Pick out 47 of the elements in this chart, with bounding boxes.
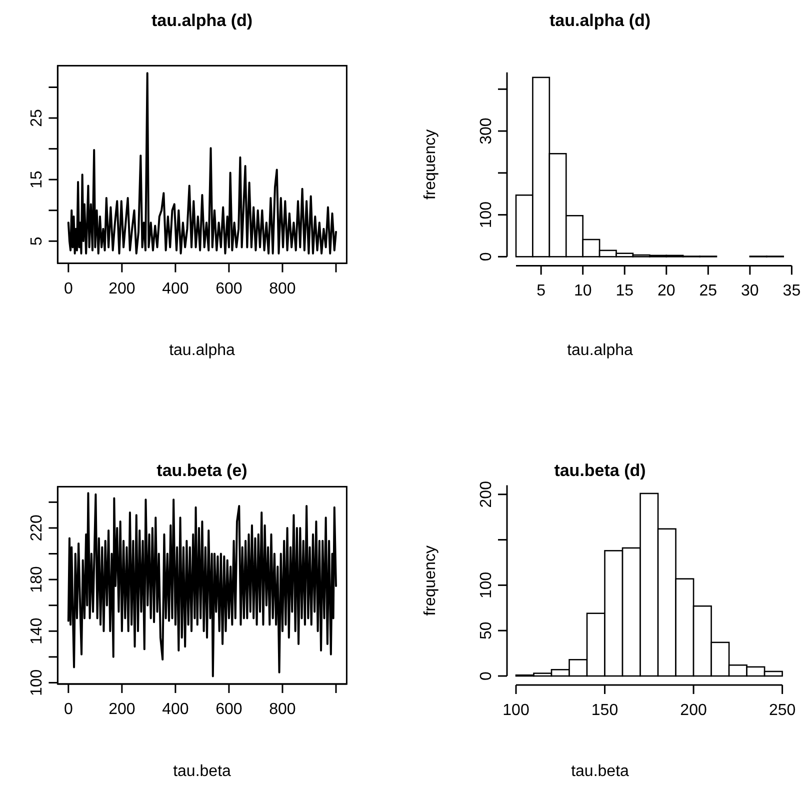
x-tick-label: 200 bbox=[108, 280, 136, 298]
x-tick-label: 20 bbox=[657, 282, 676, 300]
chart-title: tau.alpha (d) bbox=[151, 11, 253, 30]
x-tick-label: 10 bbox=[574, 282, 592, 300]
x-tick-label: 600 bbox=[216, 701, 242, 718]
chart-title: tau.beta (d) bbox=[554, 461, 646, 480]
y-tick-label: 5 bbox=[28, 236, 46, 246]
x-axis-title: tau.beta bbox=[571, 763, 630, 780]
x-tick-label: 400 bbox=[162, 701, 189, 718]
x-axis-title: tau.alpha bbox=[567, 342, 634, 359]
y-tick-label: 140 bbox=[28, 618, 46, 644]
x-tick-label: 0 bbox=[64, 280, 73, 298]
y-tick-label: 180 bbox=[28, 566, 46, 593]
x-tick-label: 5 bbox=[536, 282, 546, 300]
x-tick-label: 0 bbox=[64, 701, 73, 718]
x-tick-label: 800 bbox=[269, 701, 296, 718]
x-tick-label: 800 bbox=[269, 280, 296, 298]
y-tick-label: 25 bbox=[28, 109, 46, 127]
x-tick-label: 400 bbox=[162, 280, 189, 298]
x-tick-label: 150 bbox=[591, 702, 618, 719]
x-tick-label: 35 bbox=[782, 282, 801, 300]
y-axis-title: frequency bbox=[422, 129, 439, 200]
chart-title: tau.beta (e) bbox=[156, 461, 248, 480]
y-tick-label: 100 bbox=[28, 669, 46, 696]
x-axis-title: tau.alpha bbox=[169, 342, 236, 359]
y-tick-label: 0 bbox=[478, 252, 495, 262]
y-tick-label: 220 bbox=[28, 514, 46, 542]
y-tick-label: 15 bbox=[28, 170, 46, 188]
y-tick-label: 0 bbox=[478, 671, 495, 680]
x-tick-label: 25 bbox=[699, 282, 718, 300]
line-series bbox=[67, 492, 337, 678]
x-tick-label: 250 bbox=[768, 702, 796, 719]
x-tick-label: 200 bbox=[680, 702, 707, 719]
x-tick-label: 15 bbox=[616, 282, 634, 300]
x-tick-label: 600 bbox=[216, 280, 242, 298]
x-tick-label: 30 bbox=[741, 282, 759, 300]
y-tick-label: 200 bbox=[478, 480, 495, 508]
x-tick-label: 100 bbox=[502, 702, 530, 719]
chart-title: tau.alpha (d) bbox=[549, 11, 651, 30]
y-tick-label: 300 bbox=[478, 118, 495, 144]
y-tick-label: 100 bbox=[478, 572, 495, 599]
x-axis-title: tau.beta bbox=[173, 763, 232, 780]
x-tick-label: 200 bbox=[108, 701, 136, 718]
y-tick-label: 100 bbox=[478, 201, 495, 228]
line-series bbox=[67, 72, 337, 254]
y-tick-label: 50 bbox=[478, 622, 495, 640]
y-axis-title: frequency bbox=[422, 546, 439, 616]
